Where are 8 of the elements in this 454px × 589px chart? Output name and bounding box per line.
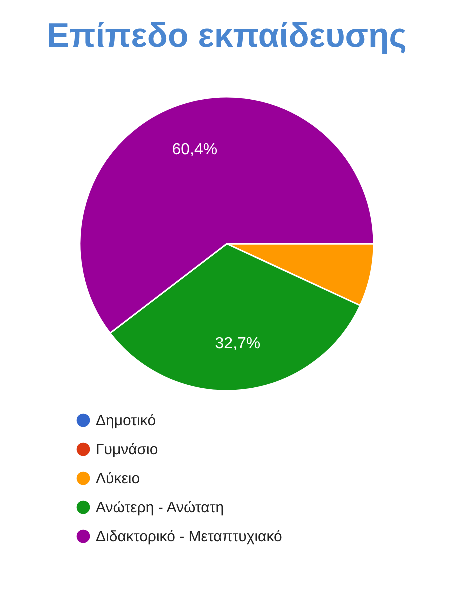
- legend-label: Λύκειο: [96, 470, 140, 488]
- legend-label: Γυμνάσιο: [96, 442, 158, 458]
- legend-label: Δημοτικό: [96, 412, 156, 430]
- data-label: 60,4%: [172, 141, 218, 158]
- chart-title: Επίπεδο εκπαίδευσης: [47, 17, 407, 55]
- legend-label: Ανώτερη - Ανώτατη: [96, 500, 224, 516]
- legend-label: Διδακτορικό - Μεταπτυχιακό: [96, 528, 282, 546]
- data-label: 32,7%: [215, 335, 261, 352]
